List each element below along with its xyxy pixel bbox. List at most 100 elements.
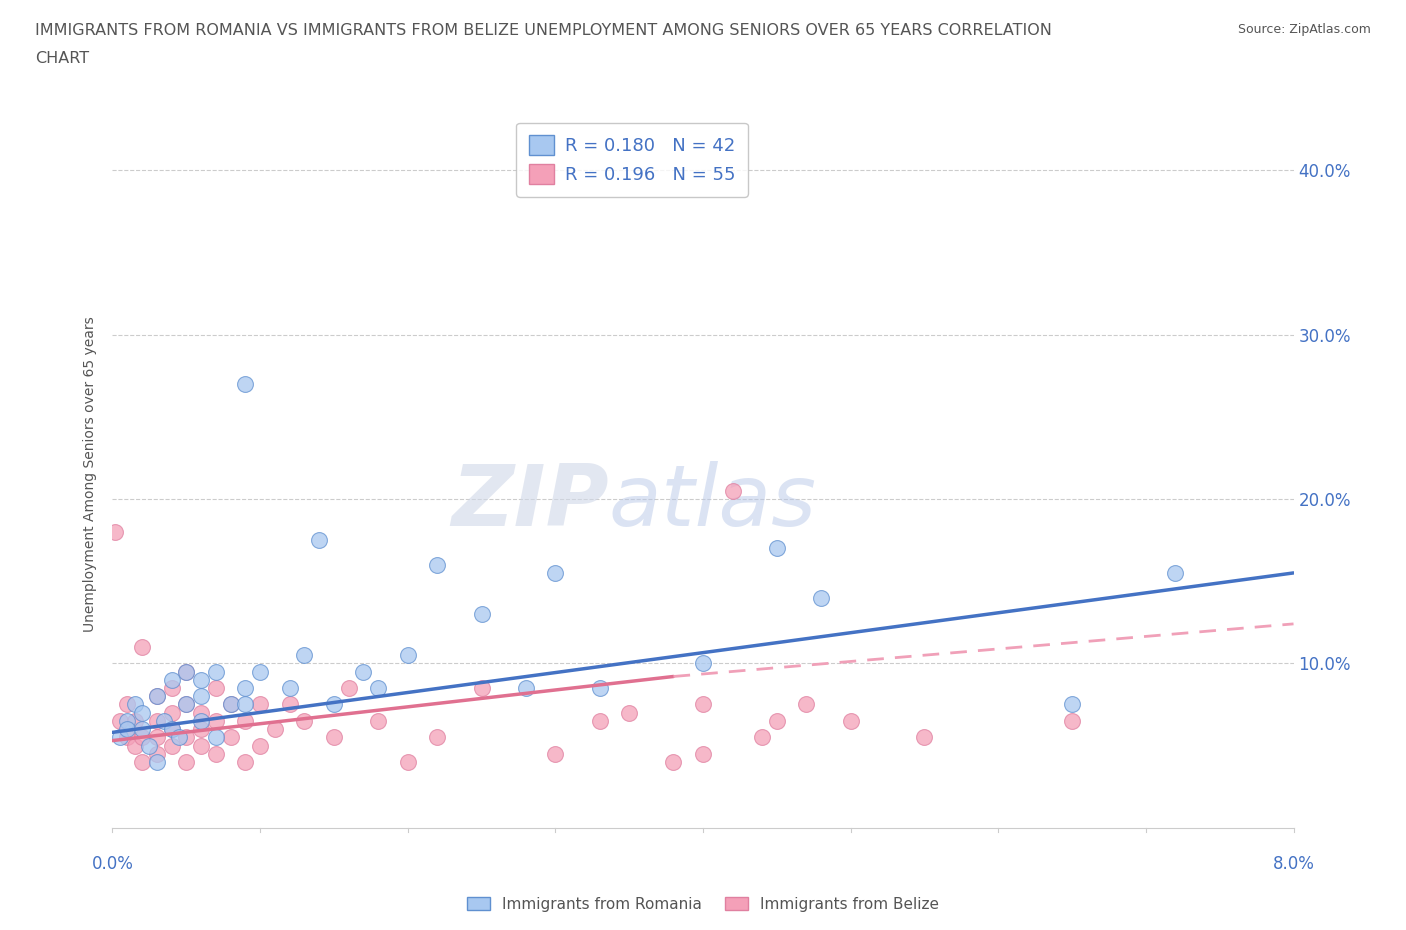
Point bbox=[174, 664, 197, 679]
Point bbox=[396, 647, 419, 662]
Point bbox=[160, 681, 183, 696]
Point bbox=[174, 697, 197, 711]
Point bbox=[367, 713, 389, 728]
Point bbox=[190, 722, 212, 737]
Point bbox=[160, 672, 183, 687]
Point bbox=[278, 697, 301, 711]
Legend: Immigrants from Romania, Immigrants from Belize: Immigrants from Romania, Immigrants from… bbox=[461, 890, 945, 918]
Point bbox=[544, 565, 567, 580]
Point bbox=[174, 730, 197, 745]
Point bbox=[765, 541, 787, 556]
Point bbox=[264, 722, 287, 737]
Point bbox=[367, 681, 389, 696]
Point bbox=[174, 697, 197, 711]
Point bbox=[233, 377, 256, 392]
Point bbox=[205, 664, 228, 679]
Point bbox=[1164, 565, 1187, 580]
Point bbox=[662, 754, 685, 769]
Point bbox=[108, 713, 131, 728]
Text: 0.0%: 0.0% bbox=[91, 855, 134, 872]
Text: atlas: atlas bbox=[609, 461, 817, 544]
Point bbox=[205, 713, 228, 728]
Point bbox=[219, 697, 242, 711]
Point bbox=[104, 525, 127, 539]
Point bbox=[796, 697, 818, 711]
Point bbox=[131, 730, 153, 745]
Point bbox=[323, 730, 346, 745]
Point bbox=[146, 754, 169, 769]
Point bbox=[471, 606, 494, 621]
Point bbox=[153, 713, 176, 728]
Text: Source: ZipAtlas.com: Source: ZipAtlas.com bbox=[1237, 23, 1371, 36]
Point bbox=[138, 738, 160, 753]
Point bbox=[190, 713, 212, 728]
Point bbox=[160, 722, 183, 737]
Point bbox=[544, 746, 567, 761]
Point bbox=[619, 705, 641, 720]
Point bbox=[249, 664, 271, 679]
Point bbox=[124, 697, 146, 711]
Point bbox=[233, 681, 256, 696]
Point bbox=[174, 664, 197, 679]
Point bbox=[839, 713, 862, 728]
Point bbox=[233, 697, 256, 711]
Point bbox=[117, 722, 138, 737]
Point bbox=[117, 730, 138, 745]
Point bbox=[205, 681, 228, 696]
Point bbox=[174, 754, 197, 769]
Text: IMMIGRANTS FROM ROMANIA VS IMMIGRANTS FROM BELIZE UNEMPLOYMENT AMONG SENIORS OVE: IMMIGRANTS FROM ROMANIA VS IMMIGRANTS FR… bbox=[35, 23, 1052, 38]
Point bbox=[914, 730, 936, 745]
Point bbox=[190, 705, 212, 720]
Point bbox=[233, 754, 256, 769]
Point bbox=[1062, 697, 1084, 711]
Point bbox=[160, 705, 183, 720]
Point bbox=[131, 705, 153, 720]
Point bbox=[117, 713, 138, 728]
Point bbox=[117, 697, 138, 711]
Point bbox=[692, 746, 714, 761]
Point bbox=[146, 689, 169, 704]
Point bbox=[205, 746, 228, 761]
Y-axis label: Unemployment Among Seniors over 65 years: Unemployment Among Seniors over 65 years bbox=[83, 316, 97, 632]
Point bbox=[515, 681, 537, 696]
Point bbox=[278, 681, 301, 696]
Point bbox=[337, 681, 360, 696]
Point bbox=[219, 697, 242, 711]
Point bbox=[292, 713, 315, 728]
Point bbox=[352, 664, 374, 679]
Text: ZIP: ZIP bbox=[451, 461, 609, 544]
Point bbox=[190, 738, 212, 753]
Point bbox=[308, 533, 330, 548]
Point bbox=[146, 689, 169, 704]
Point bbox=[146, 746, 169, 761]
Point bbox=[190, 672, 212, 687]
Point bbox=[131, 722, 153, 737]
Point bbox=[190, 689, 212, 704]
Point bbox=[426, 730, 449, 745]
Point bbox=[146, 713, 169, 728]
Point bbox=[124, 738, 146, 753]
Point bbox=[471, 681, 494, 696]
Point bbox=[751, 730, 773, 745]
Point bbox=[146, 730, 169, 745]
Point bbox=[692, 697, 714, 711]
Point bbox=[323, 697, 346, 711]
Point bbox=[124, 713, 146, 728]
Point bbox=[160, 722, 183, 737]
Point bbox=[721, 484, 744, 498]
Point bbox=[219, 730, 242, 745]
Point bbox=[765, 713, 787, 728]
Point bbox=[160, 738, 183, 753]
Point bbox=[131, 640, 153, 655]
Point bbox=[810, 591, 832, 605]
Point bbox=[588, 713, 610, 728]
Text: CHART: CHART bbox=[35, 51, 89, 66]
Point bbox=[131, 754, 153, 769]
Point bbox=[167, 730, 190, 745]
Point bbox=[233, 713, 256, 728]
Point bbox=[1062, 713, 1084, 728]
Text: 8.0%: 8.0% bbox=[1272, 855, 1315, 872]
Point bbox=[249, 738, 271, 753]
Point bbox=[426, 557, 449, 572]
Point bbox=[292, 647, 315, 662]
